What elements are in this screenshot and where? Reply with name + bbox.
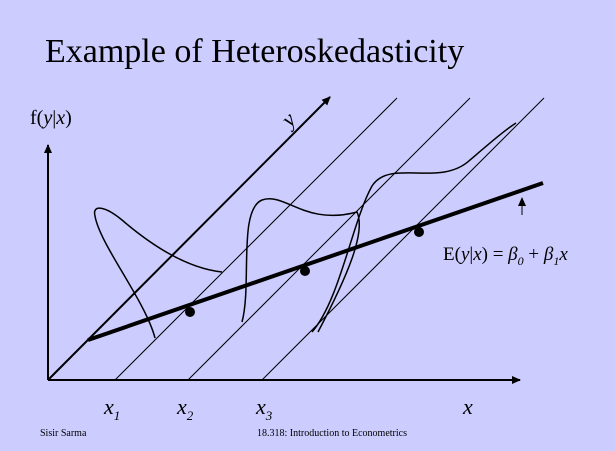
text-part: β [507, 244, 518, 265]
text-part: β [543, 244, 554, 265]
text-part: | [52, 107, 56, 129]
parallel-line [187, 97, 471, 381]
text-part: E( [443, 244, 461, 265]
x-tick-label: x1 [103, 394, 120, 423]
text-part: x [472, 244, 482, 265]
text-part: x [55, 107, 65, 129]
text-part: | [469, 244, 473, 265]
footer-course: 18.318: Introduction to Econometrics [257, 428, 407, 439]
depth-axis [47, 96, 331, 381]
mean-point [300, 266, 310, 276]
parallel-line [114, 97, 398, 381]
y-axis-label: f(y|x) [30, 107, 72, 129]
text-part: y [459, 244, 470, 265]
text-part: 0 [518, 254, 524, 268]
text-part: x [103, 394, 114, 419]
text-part: y [41, 107, 52, 129]
footer-author: Sisir Sarma [40, 428, 87, 439]
density-curve [311, 122, 517, 333]
text-part: 1 [114, 408, 121, 423]
slide-title: Example of Heteroskedasticity [45, 33, 464, 70]
text-part: f( [30, 107, 44, 129]
text-part: ) = [482, 244, 509, 265]
regression-line [87, 181, 544, 342]
regression-label: E(y|x) = β0 + β1x [443, 244, 568, 268]
text-part: x [176, 394, 187, 419]
text-part: x [255, 394, 266, 419]
mean-point [414, 227, 424, 237]
parallel-line [261, 97, 545, 381]
text-part: ) [65, 107, 72, 129]
x-tick-label: x3 [255, 394, 273, 423]
density-curve [241, 198, 361, 333]
density-curve [93, 207, 223, 339]
text-part: + [524, 244, 544, 265]
x-tick-label: x2 [176, 394, 194, 423]
text-part: 1 [553, 254, 559, 268]
text-part: x [558, 244, 568, 265]
text-part: 3 [265, 408, 273, 423]
text-part: 2 [187, 408, 194, 423]
x-axis-label: x [462, 394, 473, 419]
mean-point [185, 307, 195, 317]
